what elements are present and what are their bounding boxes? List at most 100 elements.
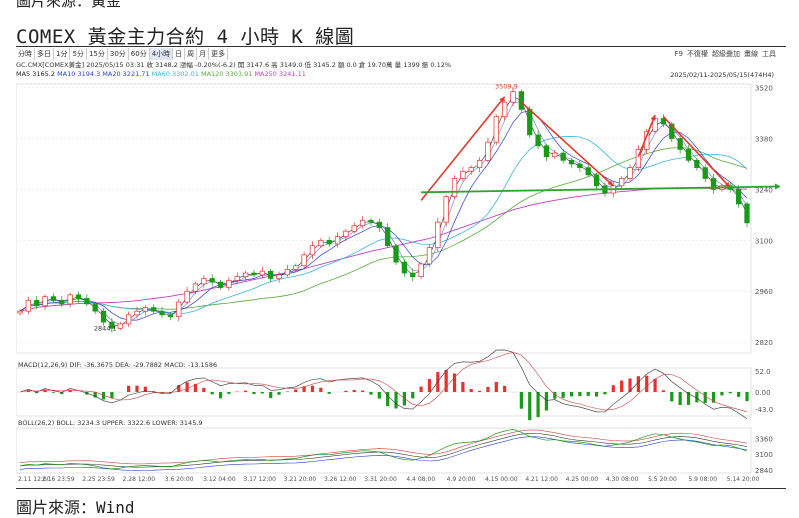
- candle-body: [694, 159, 700, 168]
- main-pane-border: [16, 83, 752, 354]
- candle-body: [251, 272, 257, 276]
- candle-body: [167, 314, 174, 317]
- x-tick-label: 5.5 20:00: [648, 476, 677, 483]
- candle-body: [735, 189, 742, 205]
- tool-button[interactable]: F9: [674, 50, 683, 58]
- candle-body: [293, 265, 299, 270]
- candle-body: [535, 134, 541, 147]
- candle-body: [410, 272, 416, 278]
- candle-body: [426, 247, 433, 265]
- x-tick-label: 3.21 20:00: [284, 476, 317, 483]
- candle-body: [685, 149, 692, 161]
- candle-body: [268, 270, 274, 279]
- candle-body: [619, 178, 625, 187]
- period-tab[interactable]: 30分: [108, 48, 129, 60]
- candle-body: [192, 283, 199, 292]
- boll-tick-label: 3100: [755, 451, 773, 459]
- x-tick-label: 4.4 08:00: [406, 476, 435, 483]
- neckline: [421, 185, 778, 194]
- x-tick-label: 4.9 20:00: [447, 476, 476, 483]
- x-tick-label: 2.16 23:59: [42, 476, 75, 483]
- ma250-line: [19, 187, 747, 312]
- x-tick-label: 4.25 00:00: [566, 476, 599, 483]
- ma-legend: MA5 3165.2 MA10 3194.3 MA20 3221.71 MA60…: [16, 70, 306, 79]
- drop-arrow-1-head: [607, 180, 614, 186]
- tool-button[interactable]: 畫線: [744, 50, 758, 58]
- candle-body: [368, 219, 374, 223]
- candle-body: [217, 281, 224, 288]
- candle-body: [109, 321, 115, 329]
- page-title: COMEX 黃金主力合約 4 小時 K 線圖: [16, 26, 355, 48]
- candle-body: [527, 109, 533, 136]
- candle-body: [435, 221, 441, 248]
- period-tab[interactable]: 4小時: [149, 48, 174, 60]
- macd-tick-label: 52.0: [755, 368, 771, 376]
- boll-mid: [19, 433, 748, 468]
- ma-legend-item: MA20 3221.71: [102, 70, 152, 78]
- candle-body: [142, 307, 148, 312]
- period-tab[interactable]: 月: [197, 48, 210, 60]
- tool-button[interactable]: 超級疊加: [712, 50, 740, 58]
- candle-body: [117, 323, 123, 329]
- macd-tick-label: 0.00: [755, 389, 771, 397]
- period-tab[interactable]: 更多: [209, 48, 229, 60]
- candle-body: [485, 141, 491, 161]
- candle-body: [593, 174, 600, 187]
- period-tab[interactable]: 1分: [54, 48, 71, 60]
- candle-body: [151, 307, 157, 312]
- candle-body: [125, 314, 132, 325]
- candle-body: [209, 278, 215, 283]
- candle-body: [84, 298, 90, 305]
- drop-arrow-2: [662, 116, 731, 189]
- x-tick-label: 3.6 20:00: [165, 476, 194, 483]
- candle-body: [585, 167, 591, 176]
- candle-body: [301, 254, 307, 267]
- candle-body: [159, 310, 165, 316]
- dif-line: [19, 349, 748, 419]
- candle-body: [17, 310, 23, 314]
- period-tab[interactable]: 15分: [87, 48, 108, 60]
- macd-tick-label: -43.0: [755, 406, 773, 414]
- kline-chart: 3520 3380 3240 3100 2960 2820 3509.9 2844.1 52.0…: [16, 82, 780, 483]
- period-tab[interactable]: 60分: [129, 48, 150, 60]
- macd-legend: MACD(12,26,9) DIF: -36.3675 DEA: -29.788…: [18, 361, 218, 369]
- rally-arrow: [420, 96, 506, 201]
- x-tick-label: 2.25 23:59: [82, 476, 115, 483]
- x-tick-label: 4.21 12:00: [525, 476, 558, 483]
- candle-body: [476, 159, 483, 168]
- candle-body: [401, 261, 408, 274]
- period-tab[interactable]: 日: [173, 48, 186, 60]
- price-tick-label: 2820: [755, 339, 773, 347]
- cropped-heading: 圖片來源：黃金: [0, 0, 240, 8]
- boll-pane-border: [16, 427, 752, 474]
- x-tick-label: 3.31 20:00: [364, 476, 397, 483]
- tool-button[interactable]: 工具: [762, 50, 776, 58]
- candle-body: [669, 123, 675, 139]
- candle-body: [34, 299, 40, 307]
- candle-body: [710, 178, 717, 190]
- candle-body: [59, 299, 65, 305]
- ma-legend-item: MA250 3241.11: [254, 70, 306, 78]
- period-tab[interactable]: 多日: [35, 48, 54, 60]
- candle-body: [660, 118, 667, 125]
- period-tab[interactable]: 周: [185, 48, 198, 60]
- candle-body: [677, 138, 683, 150]
- dea-line: [19, 351, 748, 413]
- candle-body: [635, 149, 642, 168]
- x-tick-label: 3.17 12:00: [243, 476, 276, 483]
- x-tick-label: 2.28 12:00: [123, 476, 156, 483]
- date-range: 2025/02/11-2025/05/15(474H4): [670, 71, 774, 79]
- candle-body: [568, 159, 575, 165]
- candle-body: [234, 276, 240, 281]
- period-tab[interactable]: 5分: [70, 48, 87, 60]
- price-tick-label: 3100: [755, 237, 773, 245]
- candle-body: [226, 279, 232, 288]
- candle-body: [351, 225, 357, 232]
- candle-body: [443, 196, 449, 223]
- tool-button[interactable]: 不復權: [687, 50, 708, 58]
- candle-body: [334, 236, 341, 245]
- x-tick-label: 4.15 00:00: [485, 476, 518, 483]
- period-tab[interactable]: 分時: [16, 48, 35, 60]
- candle-body: [744, 203, 750, 224]
- boll-lower: [19, 436, 748, 471]
